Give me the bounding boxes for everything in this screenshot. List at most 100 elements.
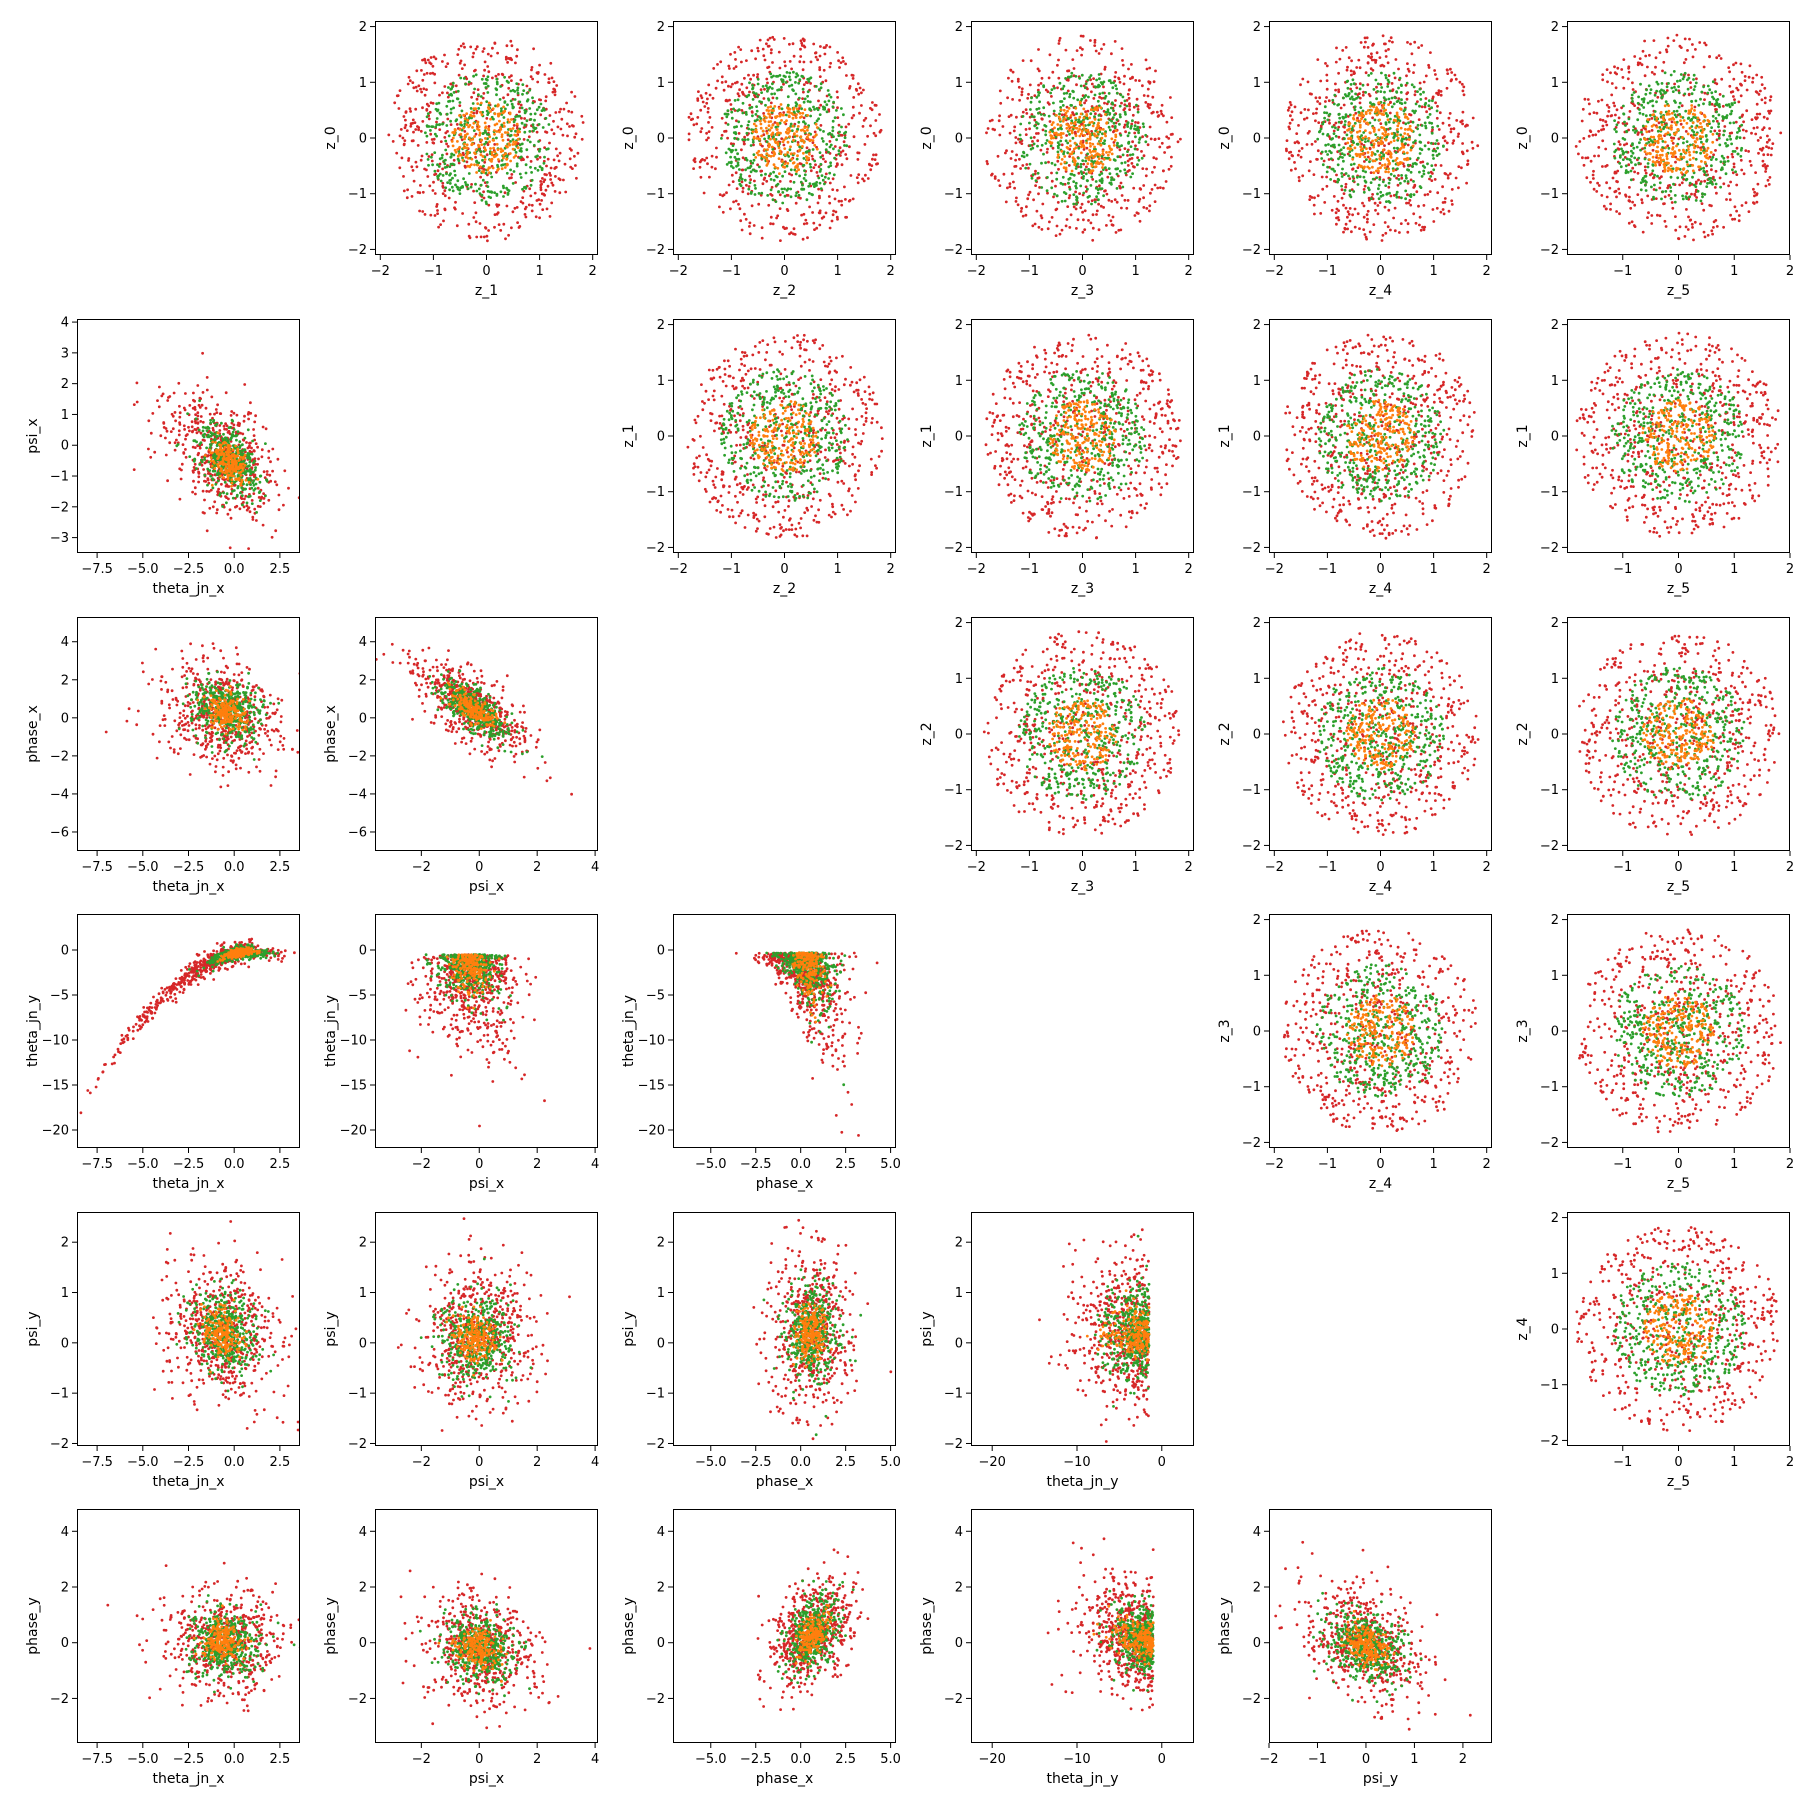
y-tick-label: −1 [348,187,367,202]
scatter-point-middle [1115,172,1119,176]
scatter-point-inner [1397,121,1401,125]
scatter-point-outer [1081,210,1084,214]
scatter-point-inner [1089,108,1093,112]
scatter-point-middle [831,126,835,129]
scatter-point-middle [1423,121,1427,125]
scatter-point-middle [439,179,443,183]
scatter-point-middle [1126,150,1129,154]
scatter-point-middle [1367,188,1371,192]
scatter-point-inner [1095,126,1098,130]
scatter-point-outer [1342,192,1346,196]
scatter-point-outer [1615,210,1618,213]
scatter-point-inner [1367,137,1371,140]
scatter-point-outer [1153,137,1157,141]
scatter-point-middle [794,194,798,198]
scatter-point-outer [1067,164,1071,167]
scatter-point-outer [415,165,419,169]
scatter-point-outer [470,95,473,99]
scatter-point-middle [1352,141,1355,145]
scatter-point-outer [993,128,996,132]
scatter-point-inner [461,158,465,162]
scatter-point-middle [1111,116,1115,119]
scatter-point-middle [436,163,439,167]
scatter-point-middle [736,137,740,141]
scatter-point-inner [1073,141,1077,145]
scatter-point-outer [514,61,517,65]
scatter-point-outer [790,67,793,71]
scatter-point-outer [782,225,785,229]
scatter-point-outer [1008,185,1012,189]
scatter-point-middle [445,165,449,169]
scatter-point-outer [1084,110,1087,114]
scatter-point-middle [1358,87,1362,91]
scatter-point-outer [1138,126,1142,129]
scatter-point-outer [716,79,719,83]
scatter-point-outer [530,68,533,72]
scatter-point-outer [515,206,519,209]
scatter-point-outer [756,163,759,167]
scatter-point-outer [1341,49,1345,52]
scatter-point-outer [548,171,551,175]
scatter-point-outer [1146,87,1150,91]
scatter-point-middle [1384,184,1388,188]
scatter-point-middle [1422,90,1425,94]
scatter-point-middle [528,140,532,144]
scatter-point-middle [790,129,794,133]
scatter-point-inner [762,114,766,118]
scatter-point-inner [453,127,457,131]
scatter-point-middle [1361,83,1365,87]
scatter-point-middle [529,165,532,169]
scatter-point-middle [523,123,527,127]
scatter-point-middle [1133,147,1137,151]
scatter-point-outer [1024,127,1028,131]
scatter-point-outer [422,87,426,91]
scatter-point-middle [1101,91,1105,95]
scatter-point-outer [549,166,553,170]
scatter-point-inner [1070,129,1074,133]
scatter-point-middle [1088,76,1091,79]
scatter-point-outer [1131,140,1134,144]
scatter-point-inner [1366,151,1370,154]
scatter-point-middle [730,164,733,168]
scatter-point-middle [739,184,743,188]
scatter-point-outer [539,180,543,183]
scatter-point-inner [1358,129,1362,133]
scatter-point-middle [1052,109,1056,113]
scatter-point-outer [707,83,711,87]
scatter-point-middle [434,125,438,129]
scatter-point-inner [1376,167,1380,170]
scatter-point-outer [434,57,438,61]
scatter-point-middle [827,177,830,180]
scatter-point-outer [1412,212,1416,216]
scatter-point-middle [737,157,741,161]
scatter-point-middle [821,139,825,143]
scatter-point-outer [1363,36,1367,40]
scatter-point-inner [1063,117,1066,121]
scatter-point-outer [874,104,878,107]
scatter-point-inner [465,143,469,147]
scatter-point-middle [449,107,453,111]
scatter-point-outer [1435,206,1439,210]
scatter-point-middle [1379,194,1383,198]
scatter-point-outer [1461,89,1465,93]
scatter-point-inner [1057,115,1061,119]
scatter-point-outer [1008,131,1012,135]
scatter-point-outer [1179,137,1182,141]
scatter-point-outer [1021,59,1025,62]
scatter-point-middle [451,99,455,103]
scatter-point-inner [470,157,474,161]
scatter-point-outer [752,224,756,227]
scatter-point-inner [473,135,476,138]
scatter-point-inner [468,123,472,127]
scatter-point-outer [475,97,479,101]
scatter-point-outer [861,177,864,181]
scatter-point-outer [1458,80,1462,84]
scatter-point-inner [779,131,782,135]
scatter-point-outer [1626,77,1630,81]
scatter-point-outer [405,129,409,133]
scatter-point-outer [745,183,748,187]
scatter-point-outer [497,203,501,207]
scatter-point-middle [1053,86,1056,90]
scatter-point-outer [559,127,563,131]
scatter-point-outer [852,135,856,139]
